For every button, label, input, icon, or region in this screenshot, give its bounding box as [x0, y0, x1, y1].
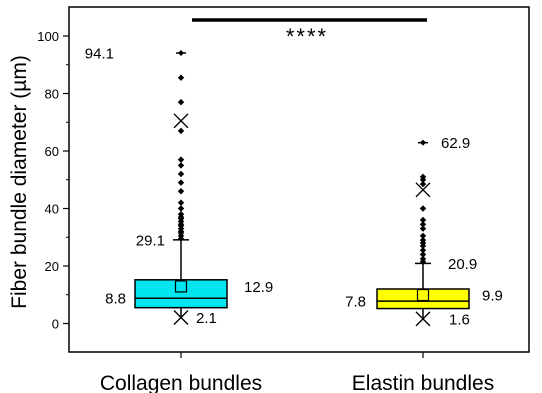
- data-label-max: 62.9: [441, 135, 470, 152]
- p99-marker: [173, 113, 189, 129]
- outlier-point: [419, 251, 427, 258]
- outlier-point: [177, 98, 185, 106]
- data-label-min: 1.6: [449, 311, 470, 328]
- outlier-point: [419, 225, 427, 232]
- significance-stars: ****: [286, 24, 328, 49]
- outlier-point: [419, 236, 427, 244]
- p1-marker: [415, 311, 431, 327]
- outlier-point: [419, 246, 427, 254]
- outlier-point: [419, 221, 427, 228]
- y-tick-label: 0: [52, 317, 59, 332]
- mean-marker: [416, 288, 430, 302]
- data-label-max: 94.1: [85, 45, 114, 62]
- outlier-point: [419, 232, 427, 240]
- outlier-point: [419, 205, 427, 212]
- outlier-point: [177, 127, 185, 135]
- outlier-point: [177, 199, 185, 206]
- outlier-point: [419, 255, 427, 263]
- data-label-whisker-high: 29.1: [136, 232, 165, 249]
- outlier-point: [177, 156, 185, 163]
- outlier-point: [419, 180, 427, 188]
- outlier-point: [419, 216, 427, 224]
- outlier-point: [177, 74, 185, 81]
- y-axis-title: Fiber bundle diameter (µm): [8, 55, 31, 309]
- y-tick-label: 60: [45, 144, 59, 159]
- y-tick-label: 80: [45, 87, 59, 102]
- outlier-point: [177, 205, 185, 212]
- data-label-mean: 9.9: [482, 288, 503, 305]
- data-label-mean: 12.9: [244, 279, 273, 296]
- x-tick-label: Collagen bundles: [100, 372, 262, 393]
- p1-marker: [173, 309, 189, 325]
- p99-marker: [415, 182, 431, 198]
- outlier-point: [177, 188, 185, 195]
- outlier-point: [177, 211, 185, 218]
- y-tick-label: 100: [37, 29, 59, 44]
- outlier-point: [177, 179, 185, 186]
- outlier-point: [177, 162, 185, 169]
- axes: 0 20 40 60 80 100 Collagen bundles Elastin bund…: [37, 6, 530, 393]
- data-label-whisker-high: 20.9: [448, 256, 477, 273]
- y-tick-label: 20: [45, 259, 59, 274]
- plot-marks: 94.1 29.1 8.8 12.9 2.1 62.9 20.9 7.8 9.9 1.6: [85, 18, 503, 328]
- outlier-point: [177, 170, 185, 178]
- data-label-min: 2.1: [196, 310, 217, 327]
- box: [376, 288, 470, 310]
- box-series: 94.1 29.1 8.8 12.9 2.1: [85, 45, 273, 327]
- outlier-point: [419, 173, 427, 181]
- box-series: 62.9 20.9 7.8 9.9 1.6: [345, 135, 503, 328]
- data-label-median: 8.8: [105, 291, 126, 308]
- x-tick-label: Elastin bundles: [352, 372, 494, 393]
- box: [134, 279, 228, 309]
- mean-marker: [174, 280, 188, 293]
- y-tick-label: 40: [45, 202, 59, 217]
- data-label-median: 7.8: [345, 294, 366, 311]
